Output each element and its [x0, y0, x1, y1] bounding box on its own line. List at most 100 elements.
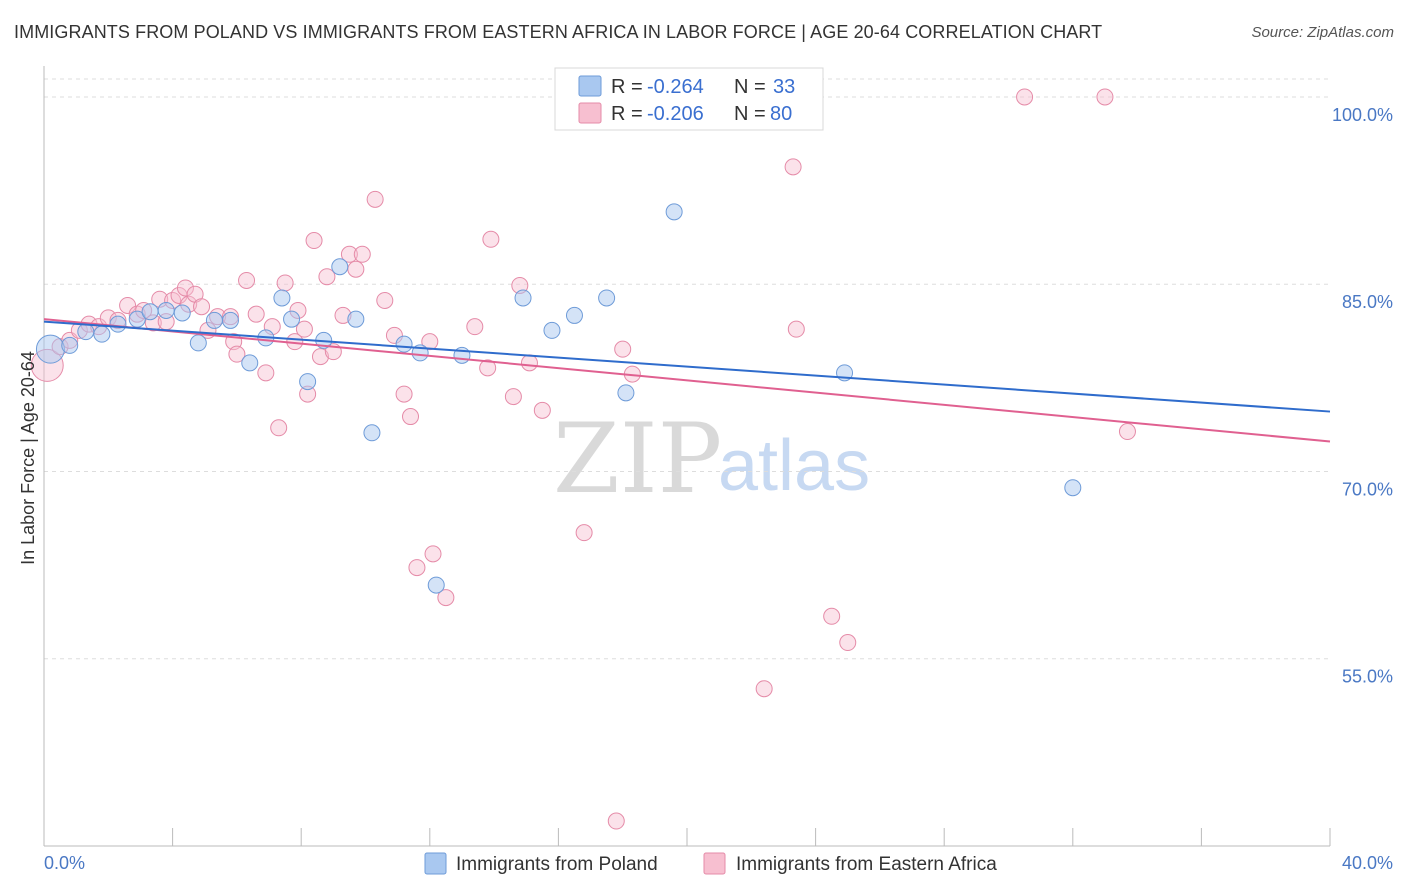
x-tick-label-0: 0.0% — [44, 853, 85, 873]
point-africa-53 — [479, 359, 497, 377]
point-africa-66 — [823, 607, 841, 625]
point-africa-24 — [228, 345, 246, 363]
point-poland-9 — [189, 334, 207, 352]
point-africa-42 — [353, 245, 371, 263]
point-poland-12 — [241, 354, 259, 372]
series-poland-points — [35, 203, 1082, 594]
point-poland-28 — [598, 289, 616, 307]
point-africa-19 — [193, 298, 211, 316]
point-africa-29 — [270, 419, 288, 437]
point-africa-30 — [276, 274, 294, 292]
point-poland-14 — [273, 289, 291, 307]
point-africa-68 — [1016, 88, 1034, 106]
series-legend: Immigrants from Poland Immigrants from E… — [424, 852, 997, 875]
bottom-legend-swatch-africa — [703, 852, 726, 875]
bottom-legend-swatch-poland — [424, 852, 447, 875]
legend-r-label-africa: R = — [611, 103, 643, 125]
point-poland-10 — [205, 311, 223, 329]
point-africa-43 — [366, 190, 384, 208]
point-africa-16 — [176, 279, 194, 297]
legend-r-value-poland: -0.264 — [647, 76, 704, 98]
y-tick-labels: 55.0% 70.0% 85.0% 100.0% — [1332, 105, 1393, 687]
point-africa-35 — [305, 232, 323, 250]
point-africa-37 — [318, 268, 336, 286]
trendlines — [43, 318, 1331, 443]
bottom-legend-label-africa: Immigrants from Eastern Africa — [736, 854, 997, 875]
point-poland-29 — [617, 384, 635, 402]
legend-r-value-africa: -0.206 — [647, 103, 704, 125]
point-africa-69 — [1096, 88, 1114, 106]
point-poland-8 — [173, 304, 191, 322]
point-africa-51 — [437, 589, 455, 607]
point-africa-46 — [395, 385, 413, 403]
point-africa-8 — [119, 296, 137, 314]
gridlines — [44, 78, 1330, 660]
chart-title: IMMIGRANTS FROM POLAND VS IMMIGRANTS FRO… — [14, 22, 1103, 42]
point-poland-1 — [61, 336, 79, 354]
x-tick-labels: 0.0% 40.0% — [44, 853, 1393, 873]
point-africa-64 — [784, 158, 802, 176]
bottom-legend-label-poland: Immigrants from Poland — [456, 854, 658, 875]
y-tick-label-1: 70.0% — [1342, 479, 1393, 499]
point-africa-50 — [424, 545, 442, 563]
legend-n-value-poland: 33 — [773, 76, 795, 98]
y-tick-label-3: 100.0% — [1332, 105, 1393, 125]
point-africa-58 — [533, 401, 551, 419]
point-poland-26 — [543, 321, 561, 339]
point-africa-26 — [247, 305, 265, 323]
trendline-africa — [43, 318, 1331, 443]
axes — [43, 66, 1331, 847]
point-africa-27 — [257, 364, 275, 382]
point-poland-16 — [299, 373, 317, 391]
legend-n-value-africa: 80 — [770, 103, 792, 125]
y-tick-label-2: 85.0% — [1342, 292, 1393, 312]
point-poland-7 — [157, 301, 175, 319]
point-africa-54 — [482, 230, 500, 248]
point-africa-59 — [575, 524, 593, 542]
point-africa-57 — [520, 354, 538, 372]
point-africa-40 — [340, 245, 358, 263]
point-africa-41 — [347, 260, 365, 278]
source-label: Source: ZipAtlas.com — [1251, 24, 1394, 41]
point-poland-2 — [77, 323, 95, 341]
point-poland-3 — [93, 325, 111, 343]
point-africa-60 — [607, 812, 625, 830]
point-africa-67 — [839, 634, 857, 652]
point-africa-36 — [311, 348, 329, 366]
point-poland-27 — [565, 306, 583, 324]
point-africa-25 — [238, 271, 256, 289]
point-poland-32 — [1064, 479, 1082, 497]
legend-swatch-poland — [578, 75, 602, 97]
point-africa-33 — [295, 320, 313, 338]
legend-n-label-africa: N = — [734, 103, 766, 125]
legend-r-label-poland: R = — [611, 76, 643, 98]
point-africa-48 — [408, 559, 426, 577]
point-africa-52 — [466, 318, 484, 336]
x-tick-label-1: 40.0% — [1342, 853, 1393, 873]
point-africa-47 — [402, 408, 420, 426]
point-poland-4 — [109, 315, 127, 333]
trendline-poland — [43, 320, 1331, 413]
point-africa-49 — [421, 333, 439, 351]
legend-n-label-poland: N = — [734, 76, 766, 98]
point-poland-11 — [221, 311, 239, 329]
point-poland-19 — [347, 310, 365, 328]
point-africa-70 — [1118, 423, 1136, 441]
point-poland-21 — [395, 335, 413, 353]
stats-legend: R = -0.264 N = 33 R = -0.206 N = 80 — [554, 67, 824, 131]
point-poland-25 — [514, 289, 532, 307]
point-poland-15 — [283, 310, 301, 328]
point-poland-30 — [665, 203, 683, 221]
legend-swatch-africa — [578, 102, 602, 124]
point-poland-0 — [35, 334, 65, 364]
y-tick-label-0: 55.0% — [1342, 667, 1393, 687]
point-poland-18 — [331, 258, 349, 276]
watermark-atlas: atlas — [718, 426, 870, 506]
watermark-zip: ZIP — [553, 403, 722, 515]
point-africa-65 — [787, 320, 805, 338]
point-africa-61 — [614, 340, 632, 358]
point-poland-20 — [363, 424, 381, 442]
point-poland-6 — [141, 303, 159, 321]
point-africa-55 — [504, 388, 522, 406]
